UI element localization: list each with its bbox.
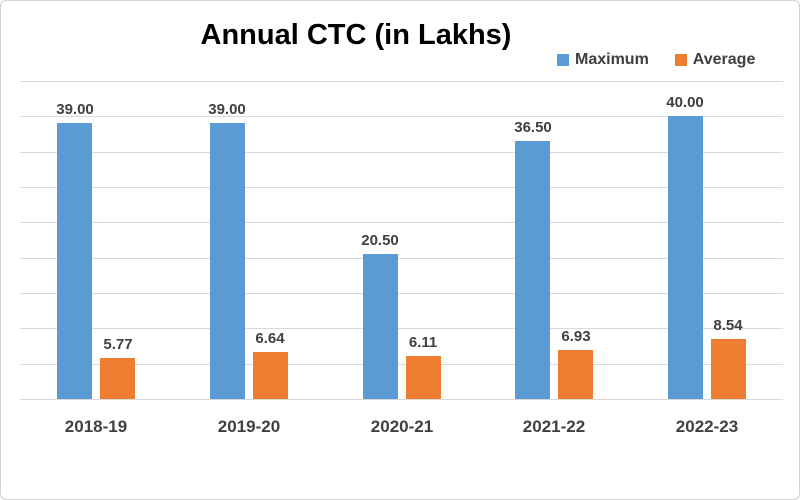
gridline: [20, 364, 783, 365]
legend-label-average: Average: [692, 51, 756, 68]
data-label-maximum-2018-19: 39.00: [56, 101, 94, 118]
data-label-average-2021-22: 6.93: [561, 328, 591, 345]
bar-maximum-2022-23: [668, 116, 703, 399]
data-label-average-2018-19: 5.77: [103, 336, 133, 353]
bar-average-2021-22: [558, 350, 593, 399]
bar-average-2019-20: [253, 352, 288, 399]
x-axis-label-2021-22: 2021-22: [522, 417, 586, 436]
bar-maximum-2018-19: [57, 123, 92, 399]
data-label-maximum-2019-20: 39.00: [208, 101, 246, 118]
gridline: [20, 293, 783, 294]
x-axis: 2018-19 2019-20 2020-21 2021-22 2022-23: [20, 417, 783, 441]
bar-average-2018-19: [100, 358, 135, 399]
x-axis-label-2022-23: 2022-23: [675, 417, 739, 436]
bar-average-2020-21: [406, 356, 441, 399]
legend-swatch-maximum-icon: [557, 54, 569, 66]
gridline: [20, 258, 783, 259]
plot-area: 39.00 5.77 39.00 6.64 20.50 6.11 36.50 6.93 40.0…: [20, 81, 783, 400]
legend-item-average: Average: [674, 51, 756, 69]
x-axis-label-2018-19: 2018-19: [64, 417, 128, 436]
data-label-maximum-2022-23: 40.00: [666, 94, 704, 111]
gridline: [20, 81, 783, 82]
data-label-average-2019-20: 6.64: [255, 330, 285, 347]
gridline: [20, 187, 783, 188]
legend: Maximum Average: [557, 51, 755, 69]
x-axis-label-2019-20: 2019-20: [217, 417, 281, 436]
data-label-maximum-2020-21: 20.50: [361, 232, 399, 249]
data-label-average-2020-21: 6.11: [408, 334, 438, 351]
gridline: [20, 222, 783, 223]
gridline: [20, 328, 783, 329]
data-label-average-2022-23: 8.54: [713, 317, 743, 334]
bar-maximum-2019-20: [210, 123, 245, 399]
gridline: [20, 116, 783, 117]
bar-maximum-2021-22: [515, 141, 550, 399]
data-label-maximum-2021-22: 36.50: [514, 119, 552, 136]
legend-item-maximum: Maximum: [557, 51, 649, 69]
legend-swatch-average-icon: [674, 54, 687, 66]
bar-maximum-2020-21: [363, 254, 398, 399]
legend-label-maximum: Maximum: [575, 51, 649, 68]
bar-average-2022-23: [711, 339, 746, 399]
chart-title: Annual CTC (in Lakhs): [200, 19, 512, 51]
gridline: [20, 152, 783, 153]
x-axis-label-2020-21: 2020-21: [370, 417, 434, 436]
